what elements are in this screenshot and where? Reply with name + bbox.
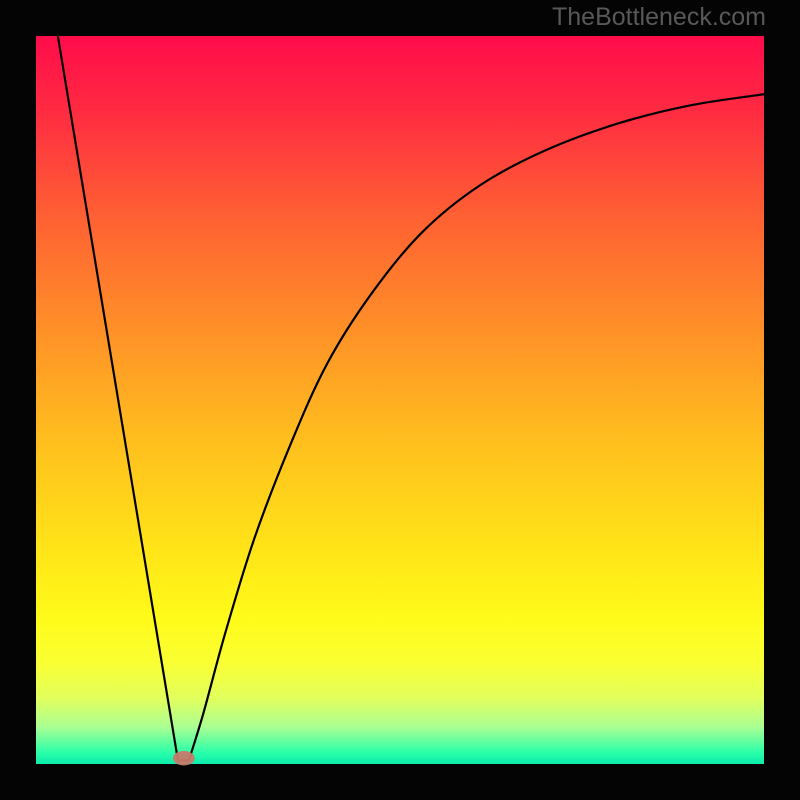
gradient-background — [36, 36, 764, 764]
optimal-point-marker — [173, 751, 195, 766]
chart-frame: TheBottleneck.com — [0, 0, 800, 800]
watermark-text: TheBottleneck.com — [552, 3, 766, 32]
bottleneck-chart — [0, 0, 800, 800]
